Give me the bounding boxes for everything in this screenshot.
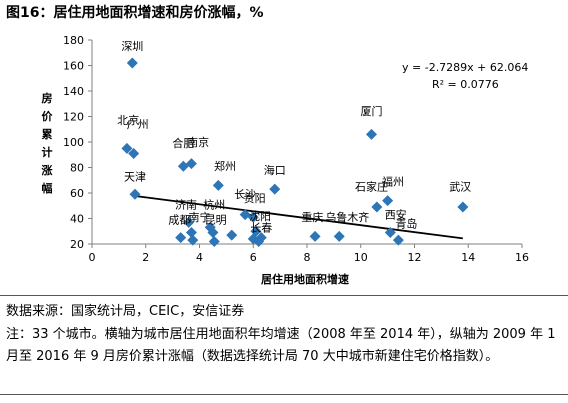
point-label: 重庆 bbox=[301, 210, 323, 224]
point-label: 西安 bbox=[385, 208, 407, 222]
data-point bbox=[185, 227, 197, 239]
point-label: 厦门 bbox=[361, 104, 383, 118]
figure-title: 图16：居住用地面积增速和房价涨幅，% bbox=[6, 5, 264, 21]
data-point bbox=[371, 201, 383, 213]
y-axis-label-char: 价 bbox=[42, 110, 54, 123]
data-point bbox=[126, 57, 138, 69]
x-tick-label: 6 bbox=[250, 251, 257, 264]
data-point bbox=[255, 232, 267, 244]
trend-equation: y = -2.7289x + 62.064 bbox=[402, 61, 528, 74]
trendline-layer bbox=[132, 194, 463, 240]
point-label: 沈阳 bbox=[249, 209, 271, 223]
point-label: 福州 bbox=[382, 174, 404, 188]
data-point bbox=[333, 230, 345, 242]
chart-axes: 20 40 60 80 100 120 140 160 180 0 2 4 6 8 10 12 14 16 bbox=[63, 34, 529, 264]
data-point bbox=[247, 233, 259, 245]
x-axis-label: 居住用地面积增速 bbox=[261, 272, 349, 286]
y-tick-label: 180 bbox=[63, 34, 84, 47]
trendline bbox=[132, 194, 463, 240]
y-tick-label: 160 bbox=[63, 60, 84, 73]
y-tick-label: 20 bbox=[70, 238, 84, 251]
point-label: 深圳 bbox=[121, 40, 143, 53]
scatter-chart: 20 40 60 80 100 120 140 160 180 0 2 4 6 8 10 12 14 16 深圳北… bbox=[42, 34, 530, 286]
data-point bbox=[128, 147, 140, 159]
point-label: 南京 bbox=[187, 135, 209, 149]
y-tick-label: 140 bbox=[63, 85, 84, 98]
y-tick-label: 80 bbox=[70, 162, 84, 175]
data-point bbox=[247, 211, 259, 223]
x-tick-label: 4 bbox=[196, 251, 203, 264]
data-point bbox=[185, 158, 197, 170]
point-label: 海口 bbox=[264, 163, 286, 177]
y-tick-label: 40 bbox=[70, 213, 84, 226]
point-label: 青岛 bbox=[395, 216, 417, 230]
point-label: 郑州 bbox=[214, 159, 236, 173]
data-point bbox=[384, 227, 396, 239]
point-label: 合肥 bbox=[172, 136, 194, 150]
data-point bbox=[121, 142, 133, 154]
point-label: 武汉 bbox=[449, 180, 471, 193]
point-label: 杭州 bbox=[203, 197, 225, 211]
data-points-layer bbox=[121, 57, 469, 247]
point-label: 济南 bbox=[175, 197, 197, 211]
y-axis-label-char: 计 bbox=[42, 145, 53, 159]
y-axis-label-char: 涨 bbox=[42, 163, 53, 177]
y-axis-label-char: 房 bbox=[42, 91, 53, 105]
data-point bbox=[239, 209, 251, 221]
bottom-divider bbox=[0, 394, 568, 395]
x-tick-label: 10 bbox=[354, 251, 368, 264]
point-label: 长沙 bbox=[234, 188, 256, 201]
point-label: 贵阳 bbox=[244, 192, 266, 205]
point-label: 石家庄 bbox=[355, 179, 388, 193]
point-label: 昆明 bbox=[205, 214, 227, 227]
y-tick-label: 100 bbox=[63, 136, 84, 149]
data-source: 数据来源：国家统计局，CEIC，安信证券 bbox=[6, 304, 245, 319]
data-point bbox=[177, 160, 189, 172]
y-axis-label: 房价累计涨幅 bbox=[42, 91, 54, 195]
point-label: 长春 bbox=[250, 221, 272, 234]
point-label: 成都 bbox=[168, 214, 190, 227]
data-point bbox=[309, 230, 321, 242]
x-tick-label: 14 bbox=[461, 251, 475, 264]
y-axis-label-char: 累 bbox=[42, 128, 53, 141]
data-point bbox=[129, 188, 141, 200]
data-point bbox=[212, 179, 224, 191]
y-tick-label: 60 bbox=[70, 187, 84, 200]
point-label: 乌鲁木齐 bbox=[325, 210, 369, 224]
y-axis-label-char: 幅 bbox=[42, 181, 53, 195]
y-tick-label: 120 bbox=[63, 111, 84, 124]
point-label: 天津 bbox=[124, 170, 146, 183]
point-label: 广州 bbox=[127, 118, 149, 131]
data-point bbox=[207, 227, 219, 239]
data-point bbox=[183, 216, 195, 228]
figure-note: 注：33 个城市。横轴为城市居住用地面积年均增速（2008 年至 2014 年）… bbox=[6, 327, 556, 364]
data-point bbox=[366, 128, 377, 140]
point-label: 北京 bbox=[117, 113, 139, 127]
point-label: 南宁 bbox=[189, 210, 211, 224]
divider bbox=[0, 295, 568, 296]
data-point bbox=[208, 235, 220, 247]
x-tick-label: 16 bbox=[515, 251, 529, 264]
x-tick-label: 12 bbox=[408, 251, 422, 264]
data-point bbox=[382, 195, 394, 207]
data-point bbox=[392, 234, 404, 246]
x-tick-label: 8 bbox=[304, 251, 311, 264]
data-point bbox=[175, 232, 187, 244]
data-point bbox=[226, 229, 238, 241]
r-squared-label: R² = 0.0776 bbox=[432, 78, 499, 91]
x-tick-label: 2 bbox=[142, 251, 149, 264]
data-point bbox=[269, 183, 281, 195]
data-point bbox=[187, 234, 199, 246]
data-point bbox=[457, 201, 469, 213]
x-tick-label: 0 bbox=[89, 251, 96, 264]
